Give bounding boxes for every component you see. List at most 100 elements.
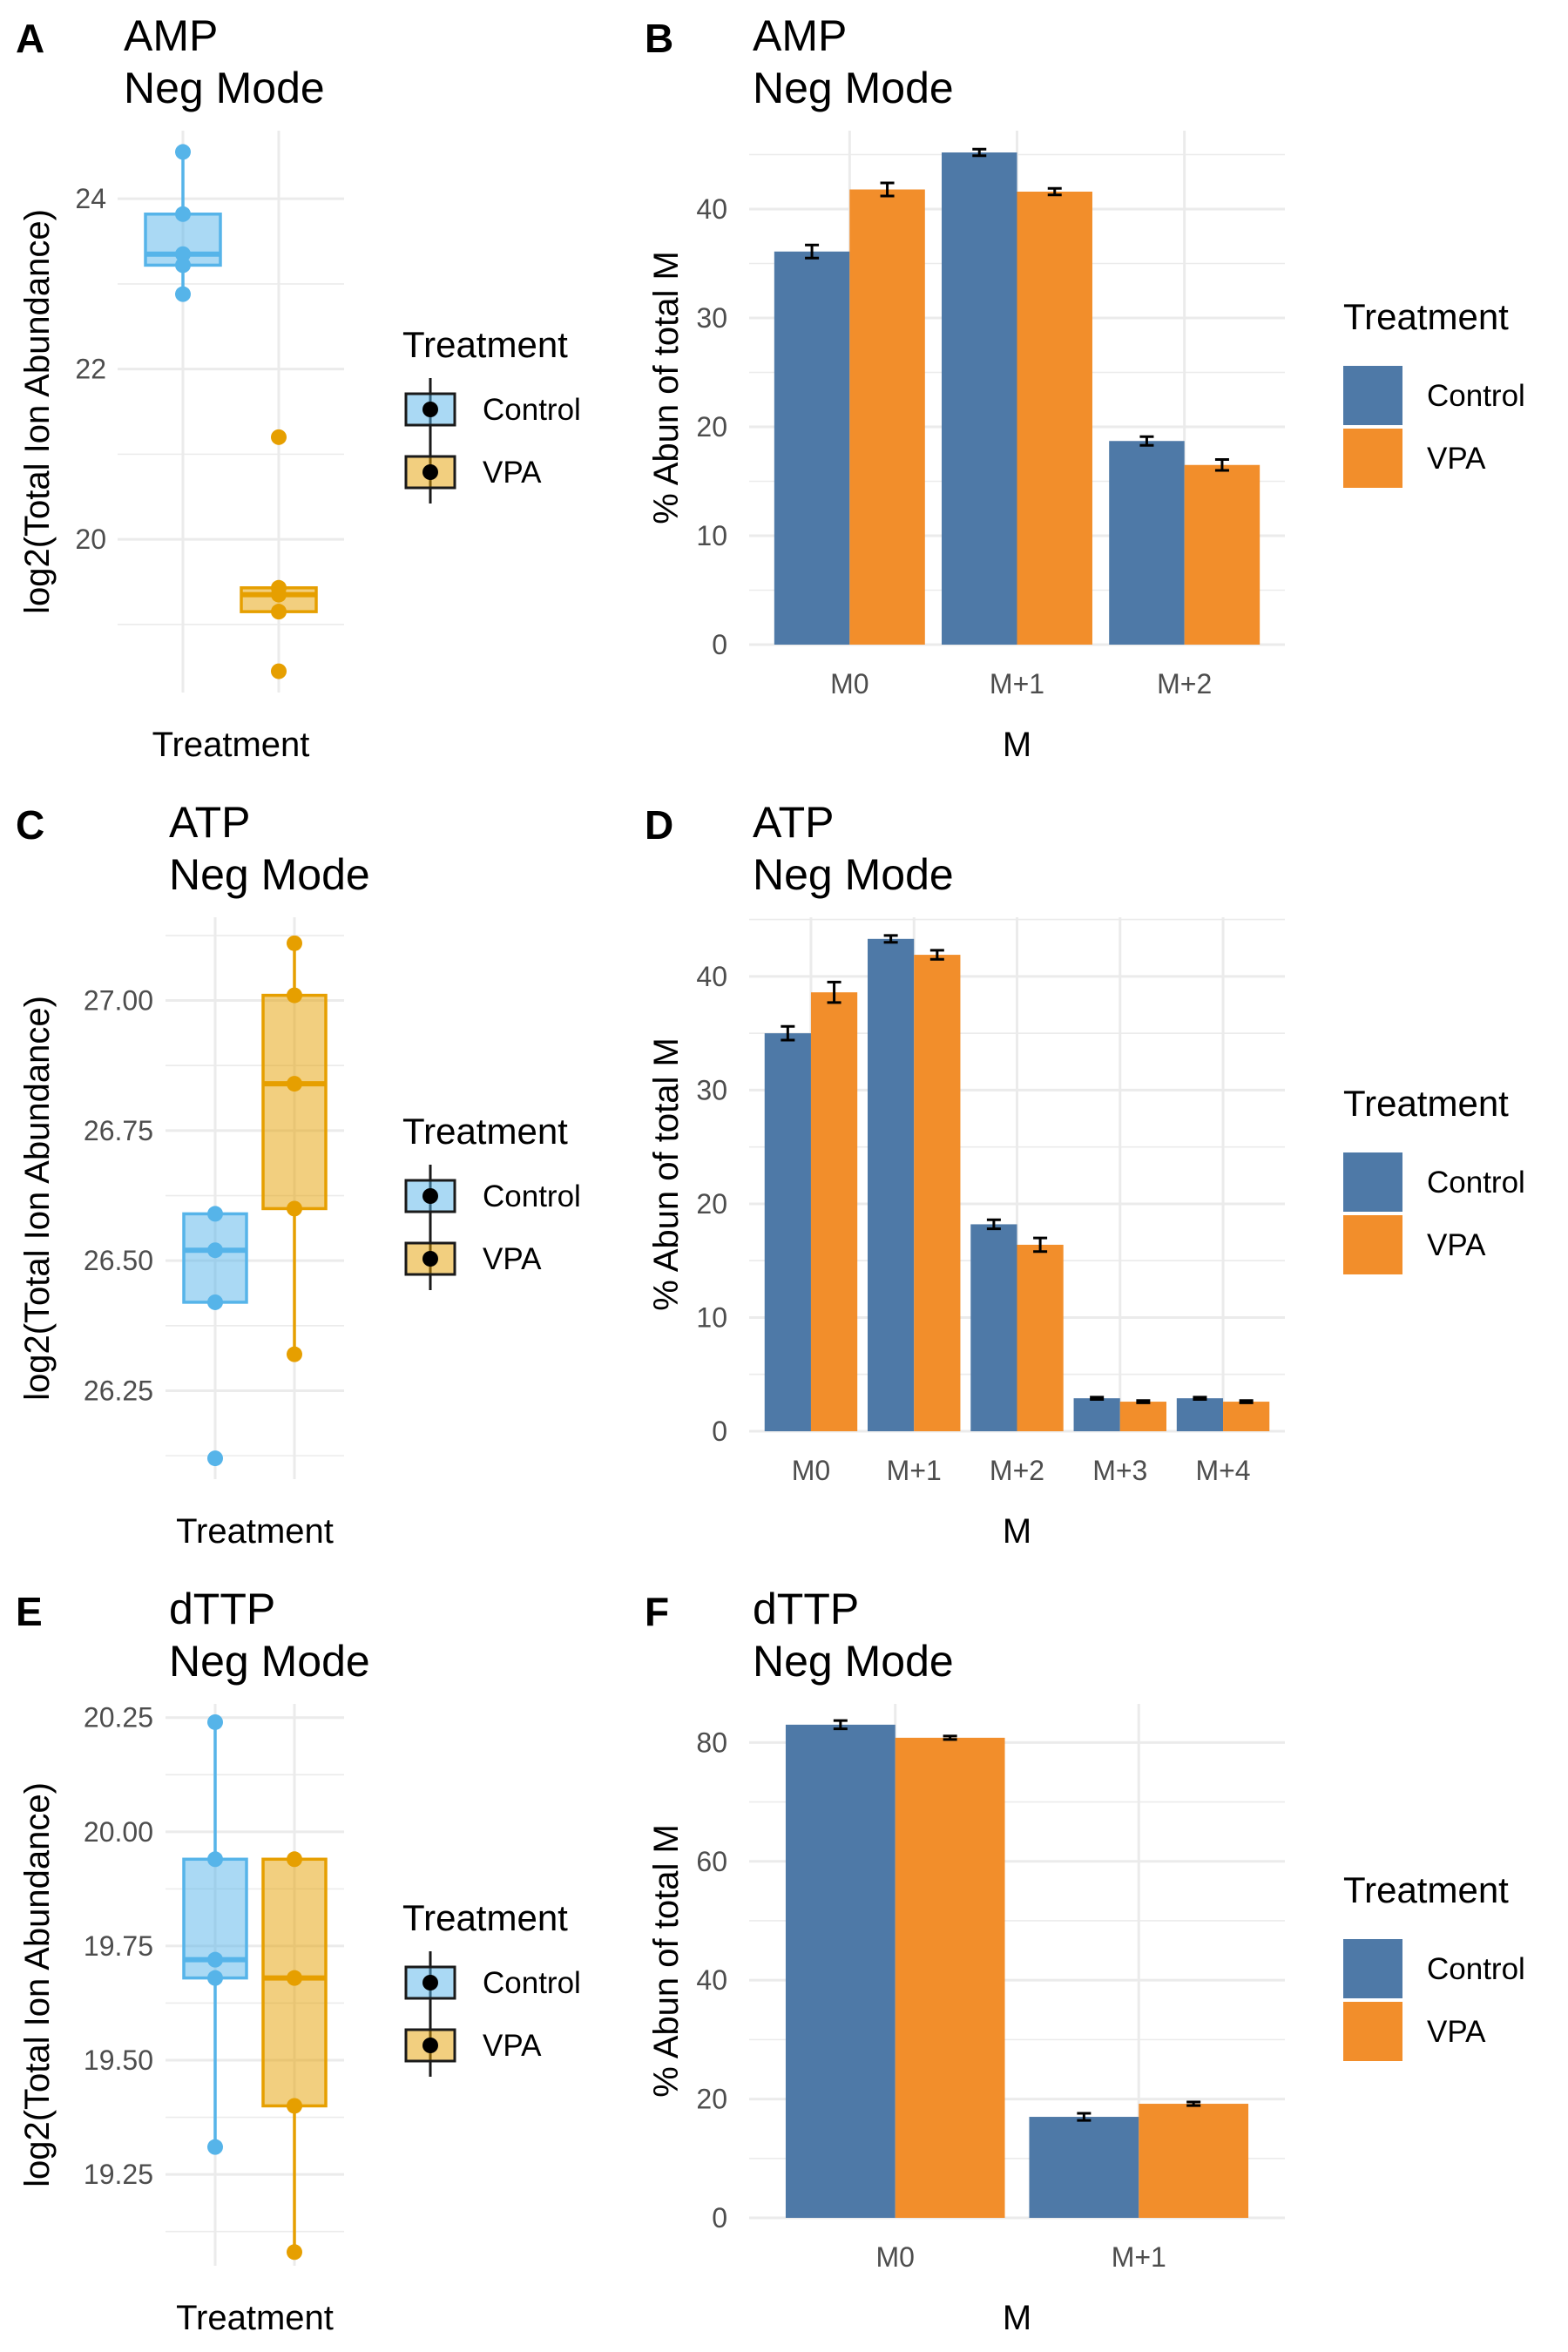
legend-key-swatch [1343, 1939, 1402, 1998]
y-tick-label: 40 [696, 961, 727, 992]
y-tick-label: 20.25 [84, 1702, 153, 1734]
y-tick-label: 30 [696, 1074, 727, 1105]
box-vpa [261, 1851, 328, 2261]
series-vpa [849, 181, 1260, 645]
bar [1139, 2104, 1249, 2218]
data-point [287, 987, 302, 1004]
y-tick-label: 19.50 [84, 2044, 153, 2076]
legend-item-control: Control [404, 1165, 581, 1227]
legend-item-control: Control [1343, 366, 1525, 425]
x-tick-label: M+2 [1157, 668, 1212, 700]
error-bar [1047, 186, 1062, 197]
bar [785, 1724, 896, 2218]
bar [1109, 441, 1185, 645]
legend-label: VPA [483, 2029, 542, 2063]
legend-title: Treatment [402, 1897, 568, 1938]
x-tick-label: M+4 [1195, 1455, 1250, 1486]
error-bar [986, 1218, 1001, 1231]
bar [1119, 1402, 1166, 1431]
legend-item-vpa: VPA [404, 1227, 542, 1290]
legend-label: VPA [1427, 2015, 1486, 2049]
error-bar [1033, 1236, 1048, 1254]
legend-key-swatch [1343, 429, 1402, 488]
legend-key-point [422, 464, 438, 480]
bar [1029, 2117, 1139, 2218]
legend-key-point [422, 2038, 438, 2053]
legend-item-control: Control [1343, 1152, 1525, 1212]
y-tick-label: 24 [75, 183, 106, 214]
error-bar [1077, 2112, 1092, 2122]
y-tick-label: 10 [696, 1301, 727, 1333]
data-point [287, 1076, 302, 1092]
panel-title: ATP [753, 798, 835, 847]
error-bar [972, 147, 987, 158]
data-point [271, 429, 287, 445]
error-bar [929, 949, 944, 961]
x-tick-label: M+3 [1092, 1455, 1147, 1486]
error-bar [1090, 1396, 1105, 1401]
box-iqr [261, 993, 328, 1211]
data-point [175, 144, 191, 160]
bar [895, 1737, 1005, 2218]
legend-title: Treatment [402, 1111, 568, 1152]
bar [1184, 464, 1260, 645]
bar [868, 938, 915, 1431]
data-point [287, 1970, 302, 1986]
y-tick-label: 0 [712, 629, 727, 660]
error-bar [781, 1024, 795, 1042]
error-bar [1186, 2100, 1201, 2107]
y-tick-label: 22 [75, 354, 106, 385]
box-control [144, 144, 222, 302]
legend-key-swatch [1343, 1152, 1402, 1212]
panel-letter: C [16, 802, 44, 848]
bar [942, 152, 1017, 645]
y-tick-label: 20.00 [84, 1816, 153, 1848]
y-axis-label: % Abun of total M [647, 1037, 686, 1311]
x-tick-label: M0 [830, 668, 868, 700]
y-axis-label: log2(Total Ion Abundance) [18, 1782, 57, 2187]
data-point [207, 1294, 223, 1310]
panel-title: dTTP [169, 1585, 275, 1633]
legend: Treatment Control VPA [1343, 296, 1525, 488]
data-point [175, 206, 191, 222]
bar [1017, 192, 1092, 645]
error-bar [943, 1734, 957, 1741]
error-bar [1193, 1396, 1207, 1401]
panel-letter: B [645, 16, 673, 61]
error-bar [880, 181, 895, 198]
data-point [175, 257, 191, 274]
bar [810, 992, 858, 1431]
box-control [182, 1713, 248, 2155]
legend-item-vpa: VPA [1343, 429, 1486, 488]
series-control [785, 1719, 1139, 2218]
x-axis-label: Treatment [176, 2299, 334, 2337]
legend-label: Control [1427, 1166, 1525, 1200]
panel-subtitle: Neg Mode [124, 64, 325, 112]
y-axis-label: log2(Total Ion Abundance) [18, 996, 57, 1401]
legend-item-vpa: VPA [1343, 2002, 1486, 2061]
legend-item-control: Control [1343, 1939, 1525, 1998]
legend-label: VPA [483, 1242, 542, 1276]
legend-key-point [422, 1251, 438, 1267]
panel-title: AMP [753, 11, 847, 60]
legend: Treatment Control VPA [1343, 1869, 1525, 2061]
legend-item-control: Control [404, 1951, 581, 2014]
bar [774, 251, 850, 645]
data-point [287, 2244, 302, 2261]
panel-subtitle: Neg Mode [753, 850, 954, 899]
x-tick-label: M+2 [990, 1455, 1044, 1486]
legend-label: Control [483, 1966, 581, 2000]
bar [970, 1224, 1017, 1431]
legend-label: Control [483, 393, 581, 427]
box-vpa [240, 429, 318, 679]
legend-label: Control [1427, 1952, 1525, 1986]
data-point [271, 604, 287, 620]
data-point [207, 1970, 223, 1986]
panel-letter: E [16, 1589, 43, 1634]
data-point [207, 1450, 223, 1467]
